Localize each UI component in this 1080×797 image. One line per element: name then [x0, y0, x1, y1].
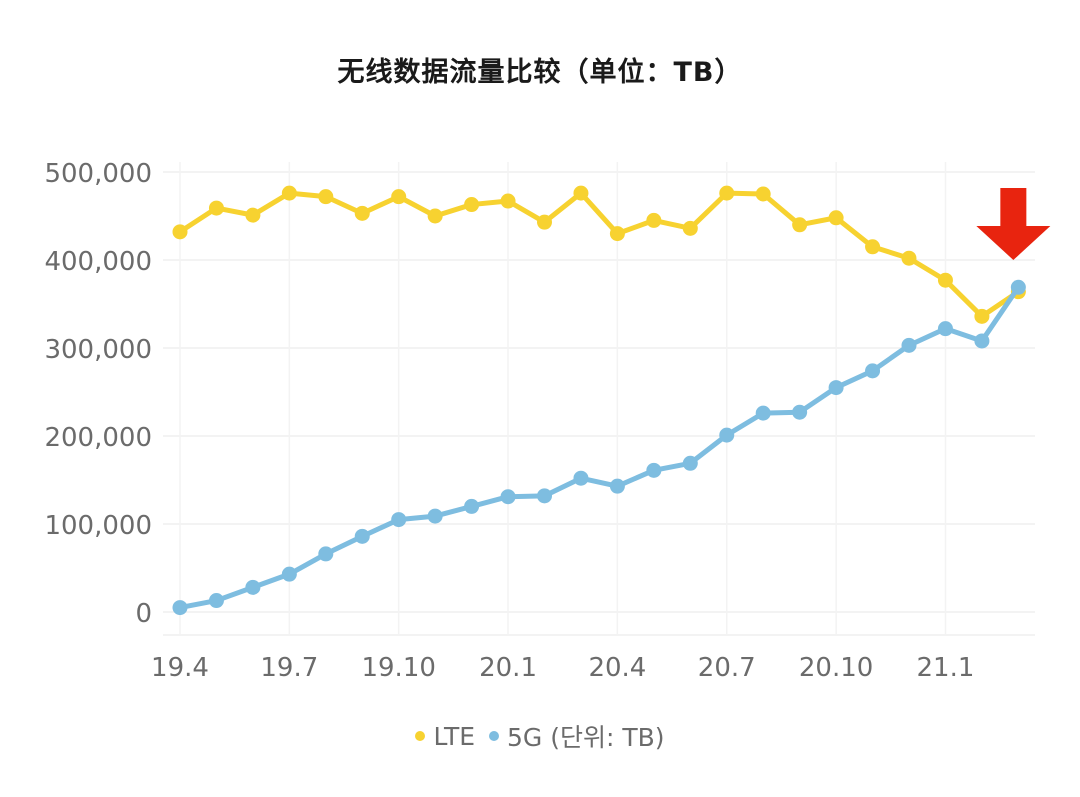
x-tick-label: 20.4 — [588, 653, 646, 683]
data-point-5g — [172, 600, 188, 616]
data-point-lte — [354, 205, 370, 221]
annotation-group — [976, 188, 1051, 260]
y-tick-label: 200,000 — [44, 423, 152, 453]
data-point-5g — [1010, 279, 1026, 295]
x-tick-label: 21.1 — [917, 653, 975, 683]
legend-label-5g: 5G (단위: TB) — [506, 723, 665, 752]
x-tick-label: 19.7 — [260, 653, 318, 683]
legend-marker-lte — [415, 731, 426, 741]
data-point-lte — [464, 197, 480, 213]
data-point-lte — [828, 210, 844, 226]
series-5g — [172, 279, 1026, 616]
data-point-lte — [937, 272, 953, 288]
data-point-lte — [682, 220, 698, 236]
grid — [163, 162, 1035, 636]
legend-item-5g[interactable]: 5G (단위: TB) — [488, 718, 665, 754]
data-point-5g — [792, 404, 808, 420]
data-point-5g — [755, 405, 771, 421]
legend-item-lte[interactable]: LTE — [415, 722, 475, 751]
data-point-5g — [646, 462, 662, 478]
y-tick-label: 100,000 — [44, 511, 152, 541]
data-point-5g — [974, 333, 990, 349]
data-point-5g — [682, 455, 698, 471]
data-point-5g — [537, 488, 552, 504]
data-point-5g — [500, 489, 516, 505]
data-point-lte — [245, 207, 261, 223]
data-point-lte — [391, 189, 407, 205]
data-point-5g — [208, 593, 224, 609]
y-tick-label: 400,000 — [44, 247, 152, 277]
data-point-lte — [865, 239, 881, 255]
data-point-5g — [937, 321, 953, 337]
y-tick-label: 300,000 — [44, 335, 152, 365]
legend: LTE 5G (단위: TB) — [0, 718, 1080, 754]
data-point-lte — [500, 193, 516, 209]
x-tick-label: 19.4 — [151, 653, 209, 683]
data-point-5g — [427, 508, 443, 524]
x-axis-ticks: 19.4 19.7 19.10 20.1 20.4 20.7 20.10 21.1 — [151, 653, 974, 683]
data-point-5g — [354, 528, 370, 544]
data-point-lte — [792, 217, 808, 233]
data-point-5g — [391, 512, 407, 528]
series-group — [172, 185, 1026, 616]
data-point-lte — [974, 308, 990, 324]
data-point-5g — [318, 546, 334, 562]
data-point-5g — [464, 498, 480, 514]
series-lte — [172, 185, 1026, 324]
red-down-arrow-icon — [976, 188, 1051, 260]
series-line-5g — [177, 284, 1021, 611]
data-point-lte — [901, 250, 917, 266]
x-tick-label: 20.1 — [479, 653, 537, 683]
legend-marker-5g — [488, 731, 499, 741]
data-point-5g — [828, 380, 844, 396]
data-point-lte — [719, 185, 735, 201]
data-point-lte — [318, 189, 334, 205]
data-point-lte — [172, 224, 188, 240]
data-point-5g — [281, 566, 297, 582]
data-point-5g — [719, 427, 735, 443]
x-tick-label: 20.10 — [799, 653, 873, 683]
data-point-5g — [245, 579, 261, 595]
data-point-lte — [281, 185, 297, 201]
data-point-lte — [755, 186, 771, 202]
data-point-lte — [208, 200, 224, 216]
data-point-lte — [427, 208, 443, 224]
data-point-5g — [609, 478, 625, 494]
chart-title: 无线数据流量比较（单位：TB） — [337, 57, 743, 88]
data-point-5g — [865, 363, 881, 379]
data-point-5g — [573, 470, 589, 486]
data-point-5g — [901, 337, 917, 353]
y-axis-ticks: 0 100,000 200,000 300,000 400,000 500,000 — [44, 159, 152, 629]
data-point-lte — [537, 214, 552, 230]
data-point-lte — [609, 226, 625, 242]
y-tick-label: 500,000 — [44, 159, 152, 189]
data-point-lte — [573, 185, 589, 201]
x-tick-label: 19.10 — [361, 653, 435, 683]
legend-label-lte: LTE — [433, 721, 476, 751]
series-line-lte — [177, 190, 1021, 319]
y-tick-label: 0 — [135, 599, 152, 629]
x-tick-label: 20.7 — [698, 653, 756, 683]
data-point-lte — [646, 212, 662, 228]
